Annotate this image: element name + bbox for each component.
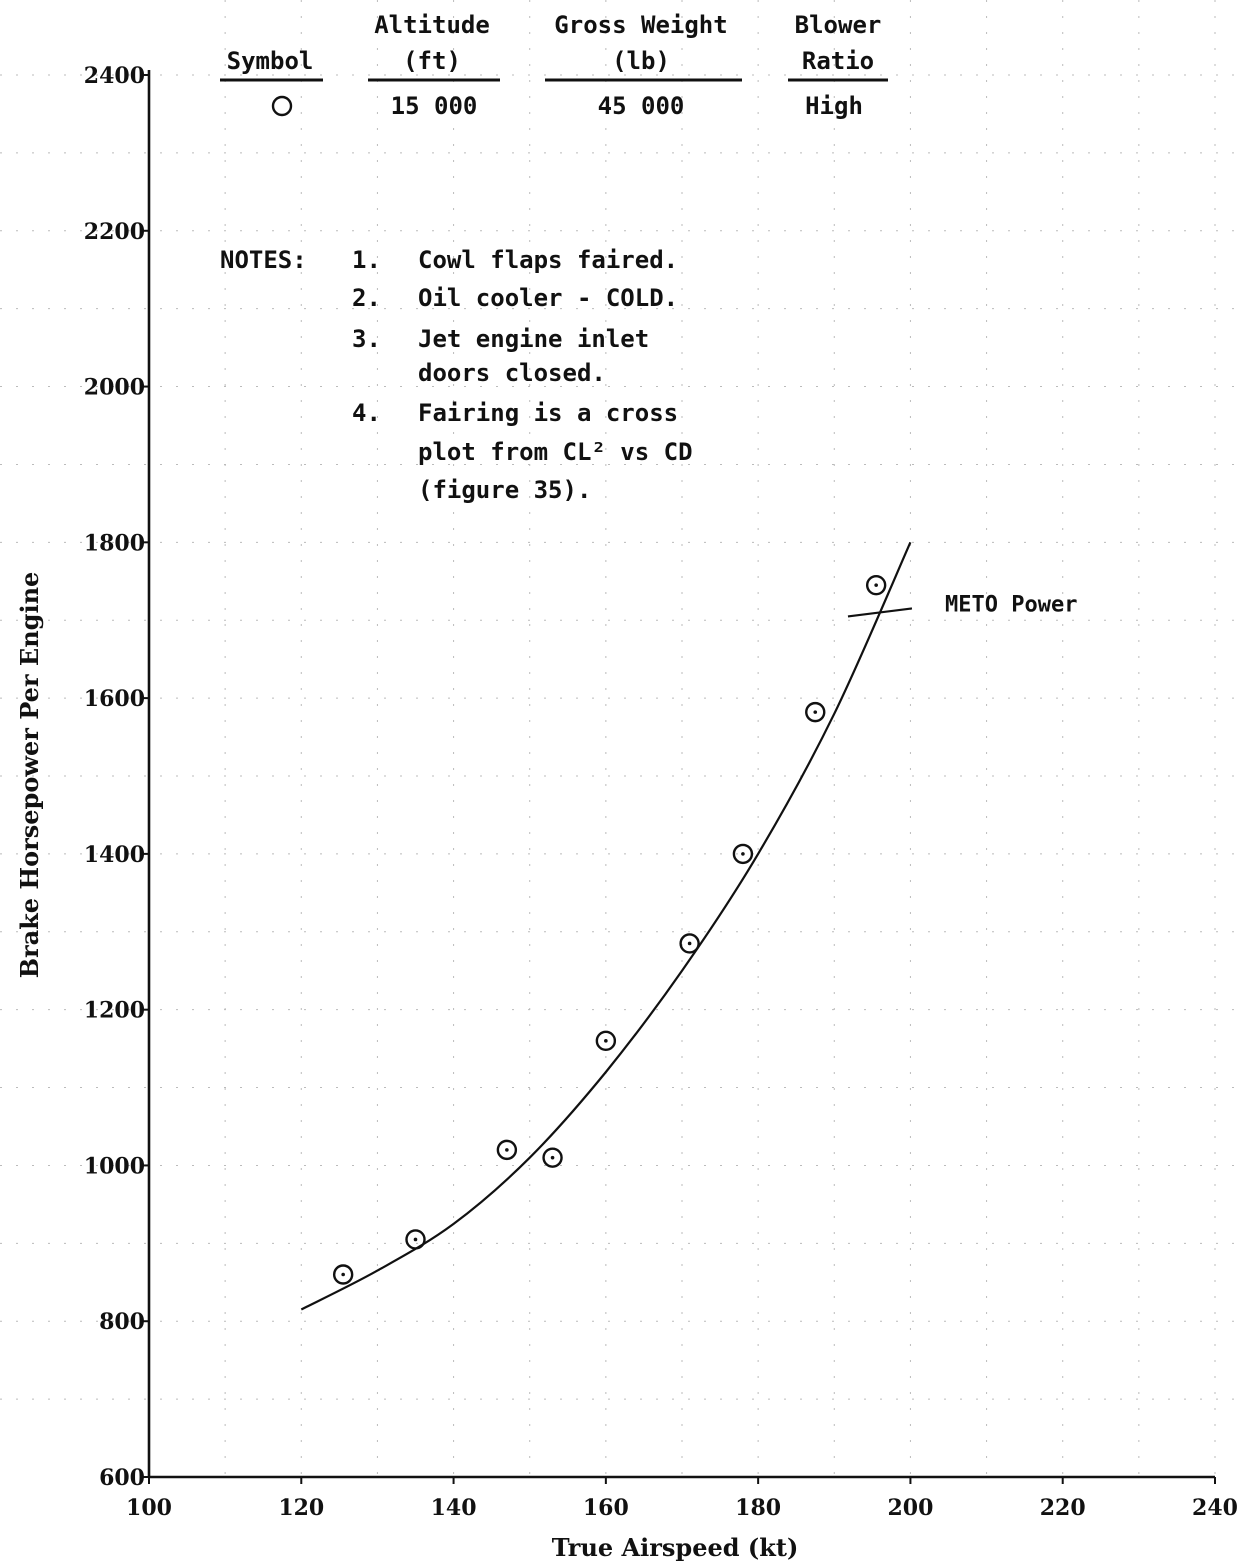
y-tick-label: 1200 <box>84 998 145 1024</box>
data-point-dot <box>874 583 878 587</box>
data-point-dot <box>604 1039 608 1043</box>
data-point-circle <box>542 1147 563 1168</box>
y-tick-label: 1800 <box>84 530 145 556</box>
axes <box>147 70 1215 1479</box>
legend-header-blower-line2: Ratio <box>802 47 874 75</box>
data-point-dot <box>413 1237 418 1242</box>
data-points <box>332 574 887 1285</box>
data-point <box>679 933 700 954</box>
data-point-circle <box>679 933 700 954</box>
data-point <box>595 1030 617 1052</box>
x-axis-label: True Airspeed (kt) <box>552 1533 799 1562</box>
x-tick-label: 200 <box>887 1495 933 1521</box>
note-4-text-line1: Fairing is a cross <box>418 399 678 427</box>
data-point <box>405 1229 426 1250</box>
data-point-circle <box>332 1264 354 1285</box>
x-tick-label: 100 <box>126 1495 172 1521</box>
note-3-text-line1: Jet engine inlet <box>418 325 649 353</box>
data-point-dot <box>687 941 692 946</box>
data-point <box>865 574 887 596</box>
legend-header-gross-weight-line1: Gross Weight <box>554 11 727 39</box>
notes-heading: NOTES: <box>220 246 307 274</box>
data-point-circle <box>865 574 887 596</box>
y-tick-labels: 600 800 1000 1200 1400 1600 1800 2000 2200 2400 <box>84 63 149 1491</box>
x-tick-label: 120 <box>278 1495 324 1521</box>
meto-power-label: METO Power <box>945 592 1077 617</box>
note-4-number: 4. <box>352 399 381 427</box>
data-point-circle <box>405 1229 426 1250</box>
note-1-number: 1. <box>352 246 381 274</box>
data-point <box>332 1264 354 1285</box>
data-point-dot <box>341 1272 345 1277</box>
y-axis-label: Brake Horsepower Per Engine <box>15 572 44 979</box>
data-point-dot <box>741 852 745 856</box>
legend-header-gross-weight-line2: (lb) <box>612 47 670 75</box>
y-tick-label: 1400 <box>84 842 145 868</box>
legend-gross-weight-value: 45 000 <box>598 92 685 120</box>
legend-header-altitude-line2: (ft) <box>403 47 461 75</box>
note-3-text-line2: doors closed. <box>418 359 606 387</box>
x-tick-label: 220 <box>1040 1495 1086 1521</box>
data-point-circle <box>732 843 754 865</box>
y-tick-label: 2200 <box>84 219 145 245</box>
data-point <box>805 701 826 723</box>
data-point <box>542 1147 563 1168</box>
x-tick-label: 160 <box>583 1495 629 1521</box>
data-point <box>496 1139 518 1161</box>
data-point <box>732 843 754 865</box>
note-3-number: 3. <box>352 325 381 353</box>
note-2-text: Oil cooler - COLD. <box>418 284 678 312</box>
data-point-dot <box>550 1155 555 1160</box>
y-tick-label: 1000 <box>84 1153 145 1179</box>
data-point-circle <box>496 1139 518 1161</box>
legend-table: Altitude Gross Weight Blower Symbol (ft)… <box>220 11 888 120</box>
legend-altitude-value: 15 000 <box>391 92 478 120</box>
x-tick-label: 140 <box>431 1495 477 1521</box>
legend-symbol-circle <box>271 95 293 117</box>
legend-blower-value: High <box>805 92 863 120</box>
notes-block: NOTES: 1. Cowl flaps faired. 2. Oil cool… <box>220 246 693 504</box>
note-4-text-line2: plot from CL² vs CD <box>418 438 693 466</box>
data-point-circle <box>805 701 826 723</box>
data-point-circle <box>595 1030 617 1052</box>
legend-header-altitude-line1: Altitude <box>374 11 490 39</box>
note-4-text-line3: (figure 35). <box>418 476 591 504</box>
x-tick-label: 240 <box>1192 1495 1238 1521</box>
meto-power-marker <box>847 607 913 618</box>
x-tick-label: 180 <box>735 1495 781 1521</box>
data-point-dot <box>813 710 818 714</box>
x-tick-labels: 100 120 140 160 180 200 220 240 <box>126 1477 1238 1521</box>
y-tick-label: 1600 <box>84 686 145 712</box>
legend-header-blower-line1: Blower <box>795 11 882 39</box>
y-tick-label: 600 <box>99 1465 145 1491</box>
note-2-number: 2. <box>352 284 381 312</box>
y-tick-label: 800 <box>99 1309 145 1335</box>
legend-header-symbol: Symbol <box>227 47 314 75</box>
y-tick-label: 2000 <box>84 375 145 401</box>
grid-lines <box>0 0 1243 1477</box>
note-1-text: Cowl flaps faired. <box>418 246 678 274</box>
y-tick-label: 2400 <box>84 63 145 89</box>
data-point-dot <box>505 1148 509 1152</box>
